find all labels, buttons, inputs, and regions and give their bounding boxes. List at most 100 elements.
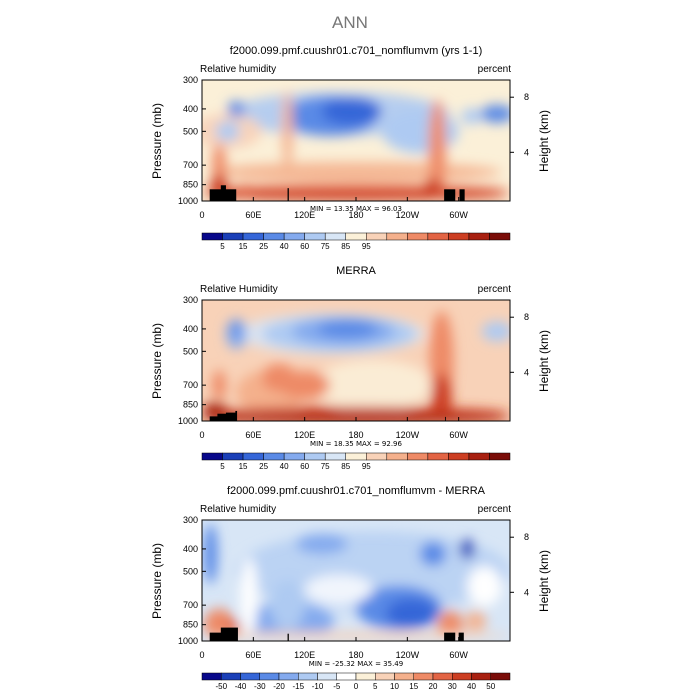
y-tick-label: 1000 (178, 636, 198, 646)
x-tick-label: 60W (449, 210, 468, 220)
terrain-mask (458, 632, 464, 641)
colorbar-swatch (468, 452, 490, 461)
y-tick-label: 850 (183, 620, 198, 630)
contour-region (480, 104, 510, 123)
pressure-axis-label: Pressure (mb) (150, 543, 164, 619)
contour-region (212, 370, 226, 401)
x-tick-label: 0 (199, 210, 204, 220)
colorbar-swatch (324, 452, 346, 461)
colorbar-swatch (394, 672, 414, 681)
terrain-mask (225, 189, 237, 201)
contour-region (385, 598, 438, 629)
height-axis-label: Height (km) (537, 110, 551, 172)
y-tick-label: 700 (183, 160, 198, 170)
colorbar-swatch (366, 452, 388, 461)
colorbar-swatch (304, 452, 326, 461)
y-tick-label: 500 (183, 346, 198, 356)
y-tick-label: 1000 (178, 416, 198, 426)
terrain-mask (287, 188, 289, 201)
units-label: percent (478, 64, 512, 75)
panel-title: MERRA (336, 265, 376, 277)
colorbar-swatch (448, 452, 470, 461)
terrain-mask (444, 189, 456, 201)
colorbar-label: 75 (321, 462, 330, 471)
colorbar-swatch (242, 452, 264, 461)
height-tick-label: 4 (524, 587, 529, 597)
contour-region (321, 97, 382, 126)
colorbar-label: -15 (292, 682, 304, 691)
colorbar-swatch (263, 452, 285, 461)
panel-1: f2000.099.pmf.cuushr01.c701_nomflumvm (y… (150, 45, 551, 251)
colorbar-swatch (386, 232, 408, 241)
colorbar-label: 15 (409, 682, 418, 691)
y-tick-label: 300 (183, 295, 198, 305)
contour-layer (202, 523, 510, 641)
colorbar-swatch (201, 232, 223, 241)
height-tick-label: 8 (524, 532, 529, 542)
x-tick-label: 60W (449, 650, 468, 660)
colorbar-swatch (336, 672, 357, 681)
x-tick-label: 180 (348, 430, 363, 440)
colorbar-swatch (407, 232, 429, 241)
colorbar-label: 15 (239, 242, 248, 251)
contour-region (227, 100, 245, 117)
x-tick-label: 120W (396, 430, 420, 440)
terrain-mask (444, 632, 456, 641)
contour-region (381, 109, 459, 154)
colorbar-swatch (413, 672, 434, 681)
colorbar-label: 5 (220, 242, 225, 251)
x-tick-label: 120E (294, 650, 315, 660)
colorbar-swatch (355, 672, 376, 681)
contour-region (240, 557, 258, 638)
colorbar-swatch (345, 232, 367, 241)
colorbar-swatch (366, 232, 388, 241)
x-tick-label: 120E (294, 430, 315, 440)
colorbar-label: 5 (373, 682, 378, 691)
colorbar: -50 -40 -30 -20 -15 -10 -5 0 5 10 15 20 30 40 50 (201, 672, 511, 691)
min-max-label: MIN = 13.35 MAX = 96.03 (310, 205, 402, 213)
colorbar-swatch (222, 232, 244, 241)
contour-region (317, 319, 378, 338)
contour-region (313, 360, 433, 411)
axes: 300 400 500 700 850 1000 8 4 0 60E 120E 180 120W 60W (178, 75, 529, 220)
x-tick-label: 60W (449, 430, 468, 440)
panel-3: f2000.099.pmf.cuushr01.c701_nomflumvm - … (150, 485, 551, 691)
panel-2: MERRA Relative Humidity percent 30040050… (150, 265, 551, 471)
colorbar-label: 5 (220, 462, 225, 471)
x-tick-label: 120E (294, 210, 315, 220)
colorbar-swatch (283, 232, 305, 241)
axes: 300 400 500 700 850 1000 8 4 0 60E 120E 180 120W 60W (178, 515, 529, 660)
colorbar-swatch (222, 452, 244, 461)
y-tick-label: 850 (183, 400, 198, 410)
colorbar-label: 50 (486, 682, 495, 691)
height-tick-label: 4 (524, 147, 529, 157)
y-tick-label: 400 (183, 104, 198, 114)
contour-region (467, 566, 502, 607)
colorbar-swatch (304, 232, 326, 241)
x-tick-label: 60E (245, 650, 261, 660)
colorbar-label: 85 (341, 462, 350, 471)
contour-region (236, 184, 254, 197)
min-max-label: MIN = 18.35 MAX = 92.96 (310, 440, 402, 448)
contour-region (428, 99, 446, 200)
terrain-mask (220, 185, 226, 201)
panel-title: f2000.099.pmf.cuushr01.c701_nomflumvm - … (227, 485, 486, 497)
colorbar-swatch (427, 452, 449, 461)
height-tick-label: 4 (524, 367, 529, 377)
colorbar-swatch (471, 672, 491, 681)
contour-region (481, 321, 510, 342)
colorbar: 5 15 25 40 60 75 85 95 (201, 452, 511, 471)
y-tick-label: 300 (183, 515, 198, 525)
colorbar: 5 15 25 40 60 75 85 95 (201, 232, 511, 251)
colorbar-swatch (490, 672, 511, 681)
colorbar-label: 40 (280, 462, 289, 471)
colorbar-label: 60 (300, 242, 309, 251)
x-tick-label: 120W (396, 650, 420, 660)
units-label: percent (478, 284, 512, 295)
colorbar-swatch (324, 232, 346, 241)
heatmap-field (202, 80, 510, 201)
colorbar-swatch (317, 672, 337, 681)
x-tick-label: 60E (245, 210, 261, 220)
colorbar-label: 25 (259, 462, 268, 471)
colorbar-label: 75 (321, 242, 330, 251)
